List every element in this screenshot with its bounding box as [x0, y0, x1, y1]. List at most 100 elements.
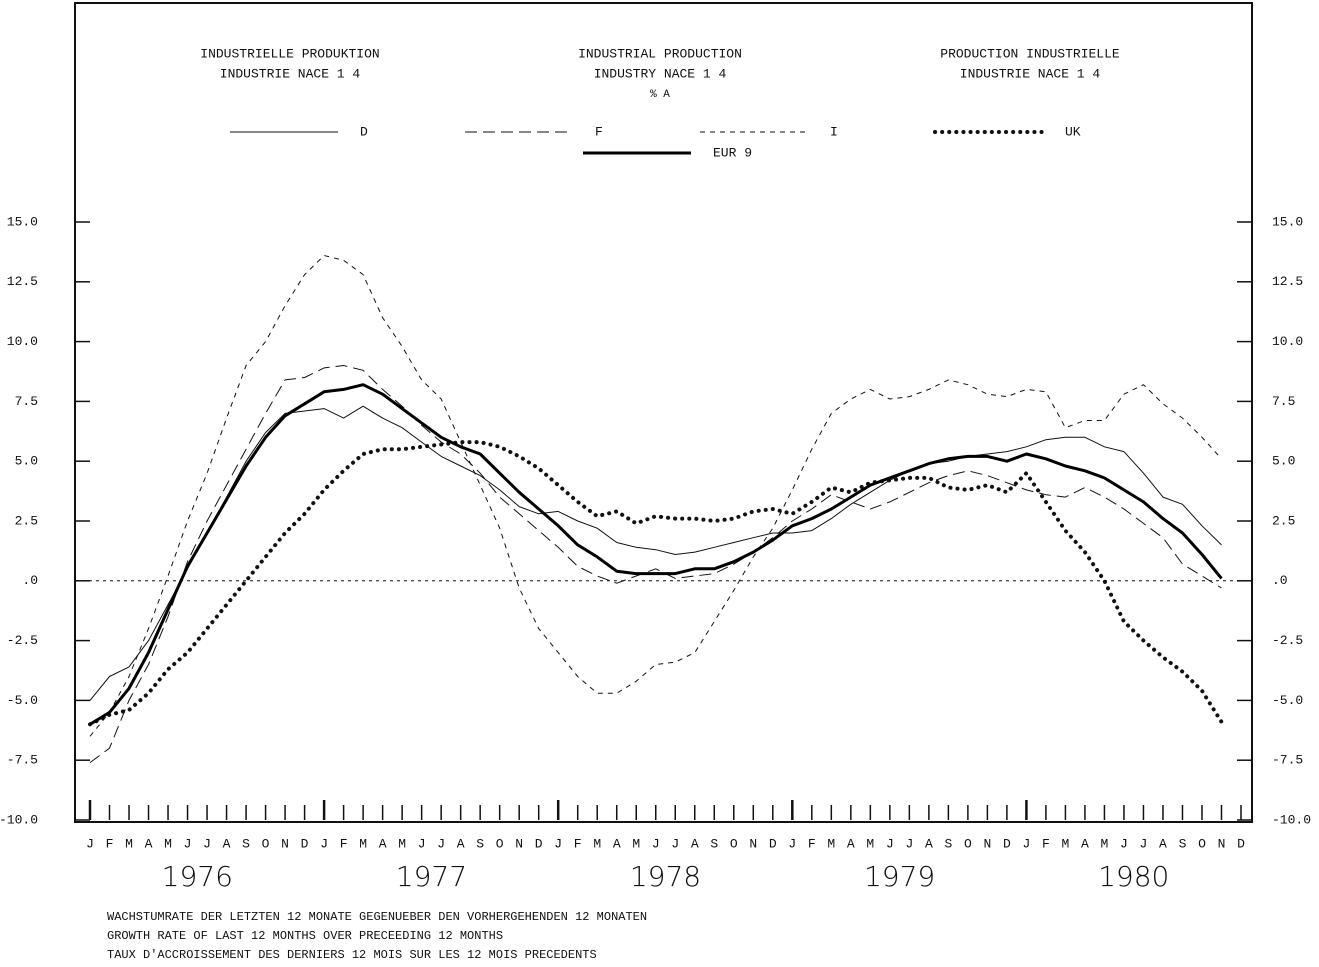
x-tick-label: J	[788, 836, 796, 851]
title: INDUSTRIELLE PRODUKTION	[200, 46, 379, 61]
x-tick-label: D	[535, 836, 543, 851]
x-tick-label: A	[1159, 836, 1167, 851]
y-tick-label-right: 12.5	[1272, 274, 1303, 289]
x-tick-label: A	[223, 836, 231, 851]
x-tick-label: J	[203, 836, 211, 851]
y-tick-label-right: 7.5	[1272, 394, 1295, 409]
y-tick-label: 7.5	[15, 394, 38, 409]
x-tick-label: S	[476, 836, 484, 851]
title: INDUSTRIE NACE 1 4	[960, 66, 1101, 81]
x-tick-label: A	[457, 836, 465, 851]
year-label: 1977	[396, 860, 467, 893]
x-tick-label: M	[632, 836, 640, 851]
y-tick-label-right: -10.0	[1272, 812, 1311, 827]
x-tick-label: M	[593, 836, 601, 851]
footer-text: WACHSTUMRATE DER LETZTEN 12 MONATE GEGEN…	[107, 910, 647, 924]
x-tick-label: J	[905, 836, 913, 851]
y-tick-label-right: 15.0	[1272, 214, 1303, 229]
x-tick-label: D	[1237, 836, 1245, 851]
y-tick-label: 5.0	[15, 454, 38, 469]
legend-label: UK	[1065, 124, 1081, 139]
x-tick-label: N	[1218, 836, 1226, 851]
x-tick-label: J	[437, 836, 445, 851]
y-tick-label-right: -5.0	[1272, 693, 1303, 708]
x-tick-label: F	[1042, 836, 1050, 851]
y-tick-label-right: 2.5	[1272, 513, 1295, 528]
y-tick-label-right: 5.0	[1272, 454, 1295, 469]
x-tick-label: A	[145, 836, 153, 851]
legend-label: I	[830, 124, 838, 139]
series-line	[89, 405, 1222, 701]
x-tick-label: A	[1081, 836, 1089, 851]
x-tick-label: O	[730, 836, 738, 851]
y-tick-label-right: -7.5	[1272, 753, 1303, 768]
footer-text: GROWTH RATE OF LAST 12 MONTHS OVER PRECE…	[107, 929, 503, 943]
x-tick-label: J	[671, 836, 679, 851]
series-line	[89, 365, 1222, 764]
x-tick-label: J	[184, 836, 192, 851]
year-label: 1980	[1098, 860, 1169, 893]
y-tick-label-right: 10.0	[1272, 334, 1303, 349]
x-tick-label: D	[1003, 836, 1011, 851]
y-tick-label: -2.5	[7, 633, 38, 648]
year-label: 1979	[864, 860, 935, 893]
legend-label: EUR 9	[713, 145, 752, 160]
x-tick-label: O	[1198, 836, 1206, 851]
x-tick-label: D	[301, 836, 309, 851]
x-tick-label: A	[379, 836, 387, 851]
y-tick-label: 2.5	[15, 513, 38, 528]
y-tick-label: -5.0	[7, 693, 38, 708]
title: INDUSTRIAL PRODUCTION	[578, 46, 742, 61]
y-tick-label: 10.0	[7, 334, 38, 349]
x-tick-label: N	[515, 836, 523, 851]
x-tick-label: F	[106, 836, 114, 851]
series-line	[89, 255, 1222, 737]
x-tick-label: S	[242, 836, 250, 851]
year-label: 1978	[630, 860, 701, 893]
year-label: 1976	[162, 860, 233, 893]
x-tick-label: J	[554, 836, 562, 851]
y-tick-label: 12.5	[7, 274, 38, 289]
x-tick-label: J	[652, 836, 660, 851]
x-tick-label: S	[944, 836, 952, 851]
x-tick-label: M	[1062, 836, 1070, 851]
x-tick-label: A	[847, 836, 855, 851]
x-tick-label: J	[418, 836, 426, 851]
x-tick-label: A	[691, 836, 699, 851]
x-tick-label: M	[398, 836, 406, 851]
x-tick-label: M	[827, 836, 835, 851]
x-tick-label: J	[886, 836, 894, 851]
x-tick-label: J	[1140, 836, 1148, 851]
y-tick-label-right: -2.5	[1272, 633, 1303, 648]
x-tick-label: J	[320, 836, 328, 851]
y-tick-label: 15.0	[7, 214, 38, 229]
title: INDUSTRIE NACE 1 4	[220, 66, 361, 81]
x-tick-label: O	[496, 836, 504, 851]
legend-label: F	[595, 124, 603, 139]
x-tick-label: D	[769, 836, 777, 851]
x-tick-label: F	[808, 836, 816, 851]
footer-text: TAUX D'ACCROISSEMENT DES DERNIERS 12 MOI…	[107, 948, 597, 962]
x-tick-label: S	[710, 836, 718, 851]
x-tick-label: M	[359, 836, 367, 851]
x-tick-label: O	[964, 836, 972, 851]
x-tick-label: J	[1023, 836, 1031, 851]
series-line	[89, 383, 1223, 726]
x-tick-label: F	[574, 836, 582, 851]
x-tick-label: N	[281, 836, 289, 851]
x-tick-label: N	[749, 836, 757, 851]
plot-frame	[74, 2, 1253, 823]
x-tick-label: O	[262, 836, 270, 851]
x-tick-label: S	[1179, 836, 1187, 851]
y-tick-label: -7.5	[7, 753, 38, 768]
legend-label: D	[360, 124, 368, 139]
x-tick-label: J	[1120, 836, 1128, 851]
x-tick-label: J	[86, 836, 94, 851]
title: PRODUCTION INDUSTRIELLE	[940, 46, 1120, 61]
y-tick-label: -10.0	[0, 812, 38, 827]
x-tick-label: M	[1101, 836, 1109, 851]
x-tick-label: M	[164, 836, 172, 851]
x-tick-label: M	[125, 836, 133, 851]
x-tick-label: A	[925, 836, 933, 851]
